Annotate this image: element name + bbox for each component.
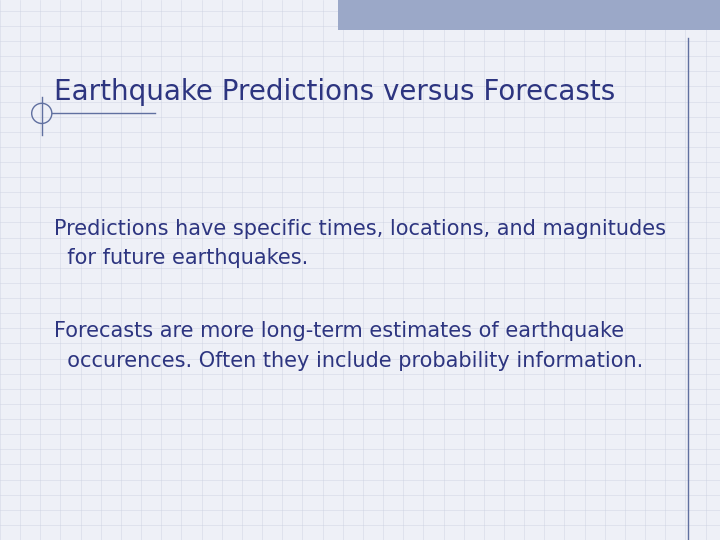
Text: Predictions have specific times, locations, and magnitudes
  for future earthqua: Predictions have specific times, locatio… (54, 219, 666, 268)
Text: Earthquake Predictions versus Forecasts: Earthquake Predictions versus Forecasts (54, 78, 616, 106)
Bar (338, 0, 720, 30)
Text: Forecasts are more long-term estimates of earthquake
  occurences. Often they in: Forecasts are more long-term estimates o… (54, 321, 643, 371)
